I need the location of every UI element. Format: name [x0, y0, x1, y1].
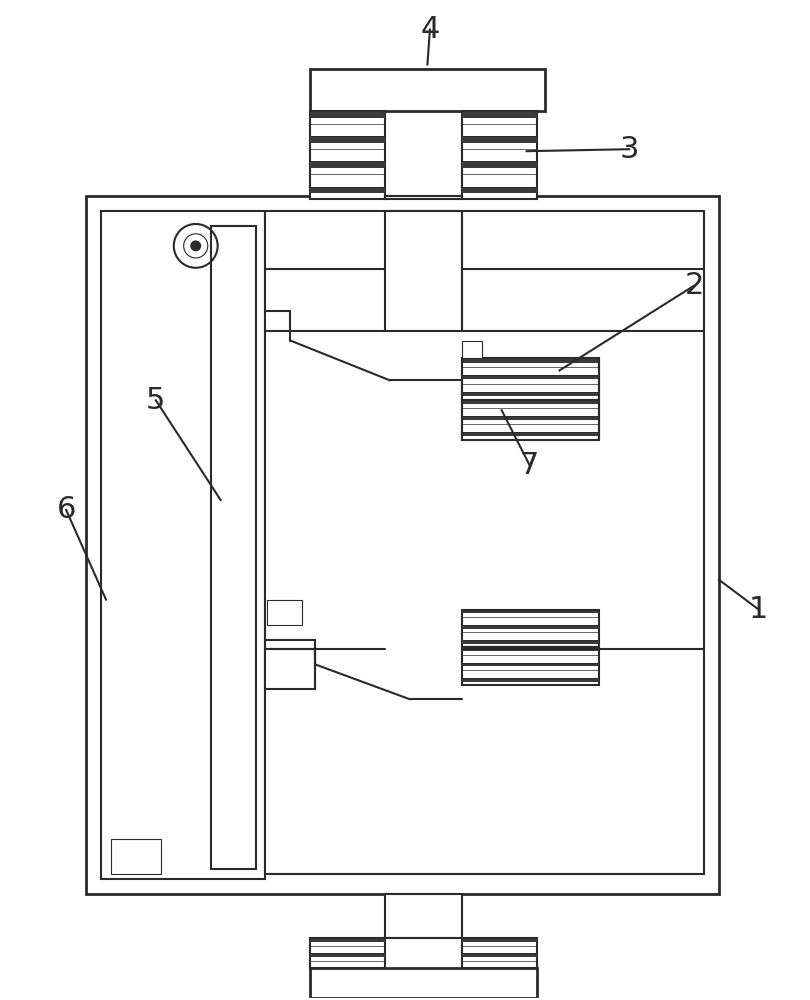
Bar [462, 358, 599, 363]
Bar [462, 392, 599, 396]
Bar [86, 196, 719, 894]
Bar [462, 938, 536, 942]
Bar [462, 358, 599, 400]
Bar [310, 938, 385, 968]
Text: 4: 4 [420, 15, 440, 44]
Bar [462, 111, 536, 199]
Bar [462, 610, 599, 647]
Bar [462, 678, 599, 682]
Bar [462, 187, 536, 193]
Text: 7: 7 [520, 451, 539, 480]
Bar [310, 69, 544, 111]
Bar [310, 136, 385, 143]
Bar [310, 111, 385, 199]
Bar [310, 187, 385, 193]
Bar [111, 839, 161, 874]
Bar [385, 211, 462, 331]
Bar [310, 968, 536, 998]
Bar [310, 111, 385, 118]
Bar [462, 663, 599, 666]
Circle shape [190, 240, 201, 251]
Bar [266, 211, 704, 874]
Bar [462, 136, 536, 143]
Bar [310, 938, 385, 942]
Bar [462, 416, 599, 420]
Bar [462, 647, 599, 685]
Bar [211, 226, 255, 869]
Bar [101, 211, 266, 879]
Bar [385, 894, 462, 938]
Bar [462, 400, 599, 404]
Text: 6: 6 [57, 495, 76, 524]
Bar [462, 341, 482, 358]
Bar [462, 111, 536, 118]
Bar [462, 625, 599, 629]
Text: 1: 1 [749, 595, 769, 624]
Bar [462, 938, 536, 968]
Bar [310, 161, 385, 168]
Bar [266, 649, 315, 689]
Bar [462, 375, 599, 379]
Text: 3: 3 [620, 135, 639, 164]
Bar [462, 953, 536, 957]
Bar [462, 610, 599, 613]
Bar [462, 647, 599, 651]
Bar [462, 400, 599, 440]
Text: 5: 5 [146, 386, 165, 415]
Bar [462, 161, 536, 168]
Bar [385, 196, 462, 199]
Bar [462, 640, 599, 644]
Bar [462, 432, 599, 436]
Bar [310, 953, 385, 957]
Text: 2: 2 [684, 271, 704, 300]
Bar [267, 600, 302, 625]
